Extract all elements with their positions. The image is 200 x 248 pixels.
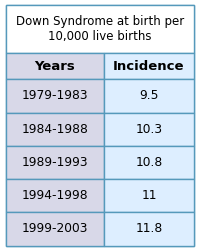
- Text: Down Syndrome at birth per
10,000 live births: Down Syndrome at birth per 10,000 live b…: [16, 15, 184, 43]
- Text: 1989-1993: 1989-1993: [22, 156, 88, 169]
- Bar: [6, 113, 104, 146]
- Text: 10.3: 10.3: [135, 123, 163, 136]
- Text: 10.8: 10.8: [135, 156, 163, 169]
- Bar: [104, 179, 194, 212]
- Text: 9.5: 9.5: [139, 90, 159, 102]
- Bar: [6, 5, 194, 53]
- Text: 1984-1988: 1984-1988: [22, 123, 88, 136]
- Bar: [6, 179, 104, 212]
- Text: Incidence: Incidence: [113, 60, 185, 73]
- Bar: [104, 53, 194, 79]
- Bar: [6, 79, 104, 113]
- Text: Years: Years: [35, 60, 75, 73]
- Bar: [6, 212, 104, 246]
- Bar: [104, 113, 194, 146]
- Bar: [104, 79, 194, 113]
- Text: 11.8: 11.8: [135, 222, 163, 235]
- Bar: [6, 53, 104, 79]
- Bar: [104, 146, 194, 179]
- Bar: [104, 212, 194, 246]
- Text: 1994-1998: 1994-1998: [22, 189, 88, 202]
- Text: 11: 11: [141, 189, 157, 202]
- Text: 1999-2003: 1999-2003: [22, 222, 88, 235]
- Text: 1979-1983: 1979-1983: [22, 90, 88, 102]
- Bar: [6, 146, 104, 179]
